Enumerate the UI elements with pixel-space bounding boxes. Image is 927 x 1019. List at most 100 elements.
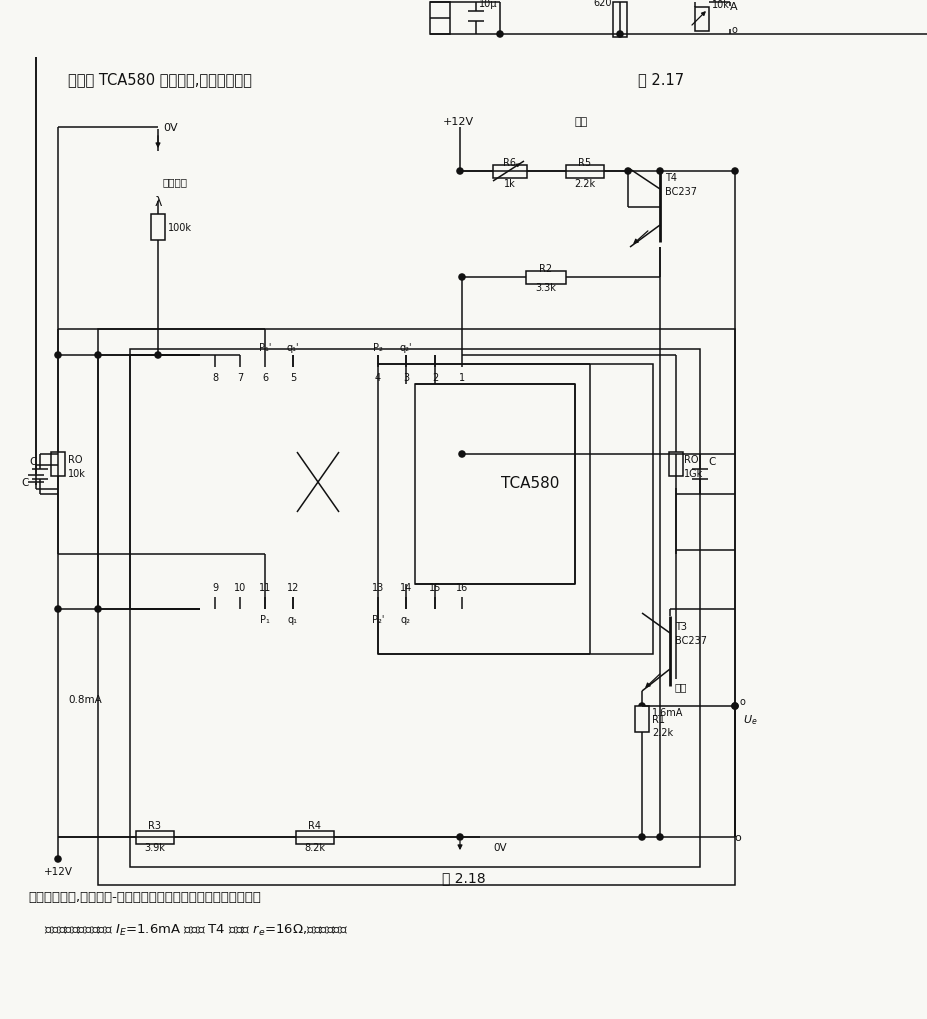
Text: 1.6mA: 1.6mA <box>652 707 682 717</box>
Text: 图示电路中在射极电流 $I_E$=1.6mA 情况下 T4 管内阻 $r_e$=16Ω,则品质因数为: 图示电路中在射极电流 $I_E$=1.6mA 情况下 T4 管内阻 $r_e$=… <box>28 921 349 936</box>
Text: 稳定电流: 稳定电流 <box>163 177 188 186</box>
Text: 为了用 TCA580 作振荡器,必须要外接电: 为了用 TCA580 作振荡器,必须要外接电 <box>68 72 251 88</box>
Circle shape <box>731 169 737 175</box>
Text: 3.9k: 3.9k <box>145 842 165 852</box>
Text: 0V: 0V <box>163 123 177 132</box>
Bar <box>151 215 165 240</box>
Text: 1Gk: 1Gk <box>683 469 703 479</box>
Circle shape <box>459 451 464 458</box>
Circle shape <box>155 353 160 359</box>
Text: 1k: 1k <box>503 178 515 189</box>
Text: R4: R4 <box>308 820 321 830</box>
Text: o: o <box>734 833 741 842</box>
Circle shape <box>497 32 502 38</box>
Circle shape <box>55 606 61 612</box>
Text: +12V: +12V <box>442 117 473 127</box>
Bar <box>634 706 648 733</box>
Text: 620: 620 <box>593 0 611 8</box>
Text: o: o <box>739 696 745 706</box>
Text: BC237: BC237 <box>665 186 696 197</box>
Circle shape <box>656 169 662 175</box>
Text: q₁': q₁' <box>286 342 298 353</box>
Circle shape <box>624 169 630 175</box>
Circle shape <box>95 606 101 612</box>
Text: 1: 1 <box>459 373 464 382</box>
Circle shape <box>456 835 463 841</box>
Text: 0.8mA: 0.8mA <box>68 694 102 704</box>
Bar <box>136 832 174 844</box>
Text: 10μ: 10μ <box>478 0 497 9</box>
Text: 3.3k: 3.3k <box>535 282 556 292</box>
Text: R6: R6 <box>503 158 516 168</box>
Bar <box>565 166 603 178</box>
Bar <box>492 166 527 178</box>
Text: 图 2.18: 图 2.18 <box>441 870 486 884</box>
Text: A: A <box>730 2 737 12</box>
Text: 16: 16 <box>455 583 467 592</box>
Text: BC237: BC237 <box>674 636 706 645</box>
Text: C: C <box>21 478 29 487</box>
Bar <box>668 452 682 477</box>
Text: TCA580: TCA580 <box>501 475 559 490</box>
Bar <box>613 3 627 38</box>
Text: 5: 5 <box>289 373 296 382</box>
Text: 13: 13 <box>372 583 384 592</box>
Text: q₂': q₂' <box>400 342 412 353</box>
Text: C: C <box>707 457 715 467</box>
Bar <box>200 368 669 597</box>
Text: R2: R2 <box>539 264 552 274</box>
Text: 8.2k: 8.2k <box>304 842 325 852</box>
Text: 3: 3 <box>402 373 409 382</box>
Text: R1: R1 <box>652 714 665 725</box>
Circle shape <box>95 353 101 359</box>
Bar <box>526 272 565 284</box>
Text: o: o <box>731 25 737 35</box>
Circle shape <box>639 835 644 841</box>
Text: P₂': P₂' <box>372 614 384 625</box>
Text: 幅度: 幅度 <box>575 117 588 127</box>
Text: T4: T4 <box>665 173 677 182</box>
Circle shape <box>731 703 737 709</box>
Text: +12V: +12V <box>44 866 72 876</box>
Bar <box>414 384 575 585</box>
Text: P₂: P₂ <box>373 342 383 353</box>
Bar <box>296 832 334 844</box>
Bar <box>377 365 653 654</box>
Text: 8: 8 <box>211 373 218 382</box>
Text: 10k: 10k <box>711 0 730 10</box>
Text: 10k: 10k <box>68 469 86 479</box>
Bar <box>98 330 734 886</box>
Text: 输出: 输出 <box>674 682 687 691</box>
Bar <box>297 452 338 513</box>
Text: 2: 2 <box>431 373 438 382</box>
Circle shape <box>55 353 61 359</box>
Text: T3: T3 <box>674 622 686 632</box>
Circle shape <box>220 450 284 515</box>
Text: 11: 11 <box>259 583 271 592</box>
Bar <box>130 350 699 867</box>
Text: 图 2.17: 图 2.17 <box>638 72 683 88</box>
Circle shape <box>639 703 644 709</box>
Circle shape <box>616 32 622 38</box>
Text: R3: R3 <box>148 820 161 830</box>
Text: 4: 4 <box>375 373 381 382</box>
Text: RO: RO <box>683 454 698 465</box>
Text: 2.2k: 2.2k <box>574 178 595 189</box>
Circle shape <box>55 856 61 862</box>
Text: q₁: q₁ <box>287 614 298 625</box>
Text: RO: RO <box>68 454 83 465</box>
Text: q₂: q₂ <box>400 614 411 625</box>
Bar <box>429 3 450 35</box>
Text: 14: 14 <box>400 583 412 592</box>
Text: P₁: P₁ <box>260 614 270 625</box>
Text: 0V: 0V <box>492 842 506 852</box>
Text: 12: 12 <box>286 583 298 592</box>
Text: λ: λ <box>154 196 161 208</box>
Text: 9: 9 <box>211 583 218 592</box>
Text: 路以补偿衰减,使回转器-振荡回路的品质因数变得无限大或负值。: 路以补偿衰减,使回转器-振荡回路的品质因数变得无限大或负值。 <box>28 891 260 904</box>
Text: 15: 15 <box>428 583 440 592</box>
Text: 6: 6 <box>261 373 268 382</box>
Circle shape <box>459 275 464 280</box>
Text: 100k: 100k <box>168 223 192 232</box>
Text: 10: 10 <box>234 583 246 592</box>
